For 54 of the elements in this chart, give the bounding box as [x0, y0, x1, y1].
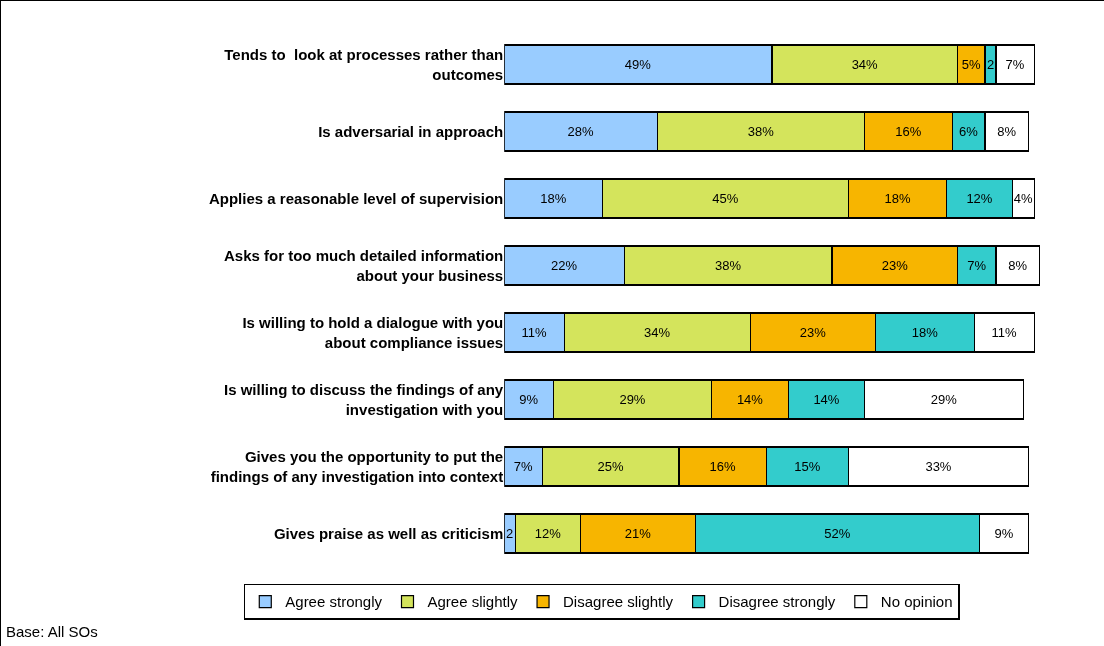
data-label: 33% [925, 459, 952, 474]
data-label: 4% [1013, 191, 1033, 206]
data-label: 7% [1005, 57, 1025, 72]
data-label: 16% [895, 124, 922, 139]
data-label: 52% [824, 526, 851, 541]
data-label: 8% [997, 124, 1017, 139]
data-label: 18% [540, 191, 567, 206]
data-label: 5% [961, 57, 982, 72]
y-tick-label: Gives praise as well as criticism [273, 524, 504, 542]
legend-label: No opinion [880, 593, 953, 611]
data-label: 18% [911, 325, 939, 340]
data-label: 21% [624, 526, 652, 541]
data-label: 12% [966, 191, 993, 206]
y-tick-label: Gives you the opportunity to put the findings of any investigation into context [210, 448, 504, 485]
data-label: 14% [813, 392, 840, 407]
data-label: 11% [991, 325, 1017, 340]
data-label: 34% [643, 325, 671, 340]
y-tick-label: Is adversarial in approach [318, 122, 504, 140]
legend-label: Agree slightly [427, 593, 519, 611]
data-label: 16% [709, 459, 737, 474]
legend-label: Disagree strongly [718, 593, 836, 611]
data-label: 23% [799, 325, 827, 340]
legend-label: Agree strongly [285, 593, 383, 611]
data-label: 28% [567, 124, 594, 139]
y-tick-label: Asks for too much detailed information about your business [224, 247, 504, 284]
y-tick-label: Applies a reasonable level of supervision [208, 189, 504, 207]
data-label: 29% [619, 392, 646, 407]
data-label: 15% [794, 459, 821, 474]
y-tick-label: Is willing to discuss the findings of any investigation with you [224, 381, 504, 418]
data-label: 38% [715, 258, 742, 273]
data-label: 7% [967, 258, 987, 273]
data-label: 7% [513, 459, 533, 474]
data-label: 34% [851, 57, 879, 72]
data-label: 6% [959, 124, 979, 139]
data-label: 29% [930, 392, 958, 407]
data-label: 22% [551, 258, 578, 273]
data-label: 8% [1008, 258, 1028, 273]
data-label: 2 [506, 526, 514, 541]
data-label: 38% [747, 124, 775, 139]
data-label: 9% [994, 526, 1014, 541]
data-label: 11% [521, 325, 548, 340]
y-tick-label: Is willing to hold a dialogue with you about compliance issues [242, 314, 504, 351]
y-tick-label: Tends to look at processes rather than outcomes [224, 46, 504, 83]
data-label: 9% [519, 392, 539, 407]
data-label: 18% [884, 191, 911, 206]
text: Base: All SOs [6, 623, 98, 640]
legend-label: Disagree slightly [563, 593, 674, 611]
data-label: 12% [534, 526, 562, 541]
data-label: 14% [736, 392, 764, 407]
data-label: 2 [986, 57, 995, 72]
data-label: 25% [597, 459, 625, 474]
data-label: 45% [712, 191, 739, 206]
data-label: 23% [881, 258, 909, 273]
data-label: 49% [624, 57, 652, 72]
